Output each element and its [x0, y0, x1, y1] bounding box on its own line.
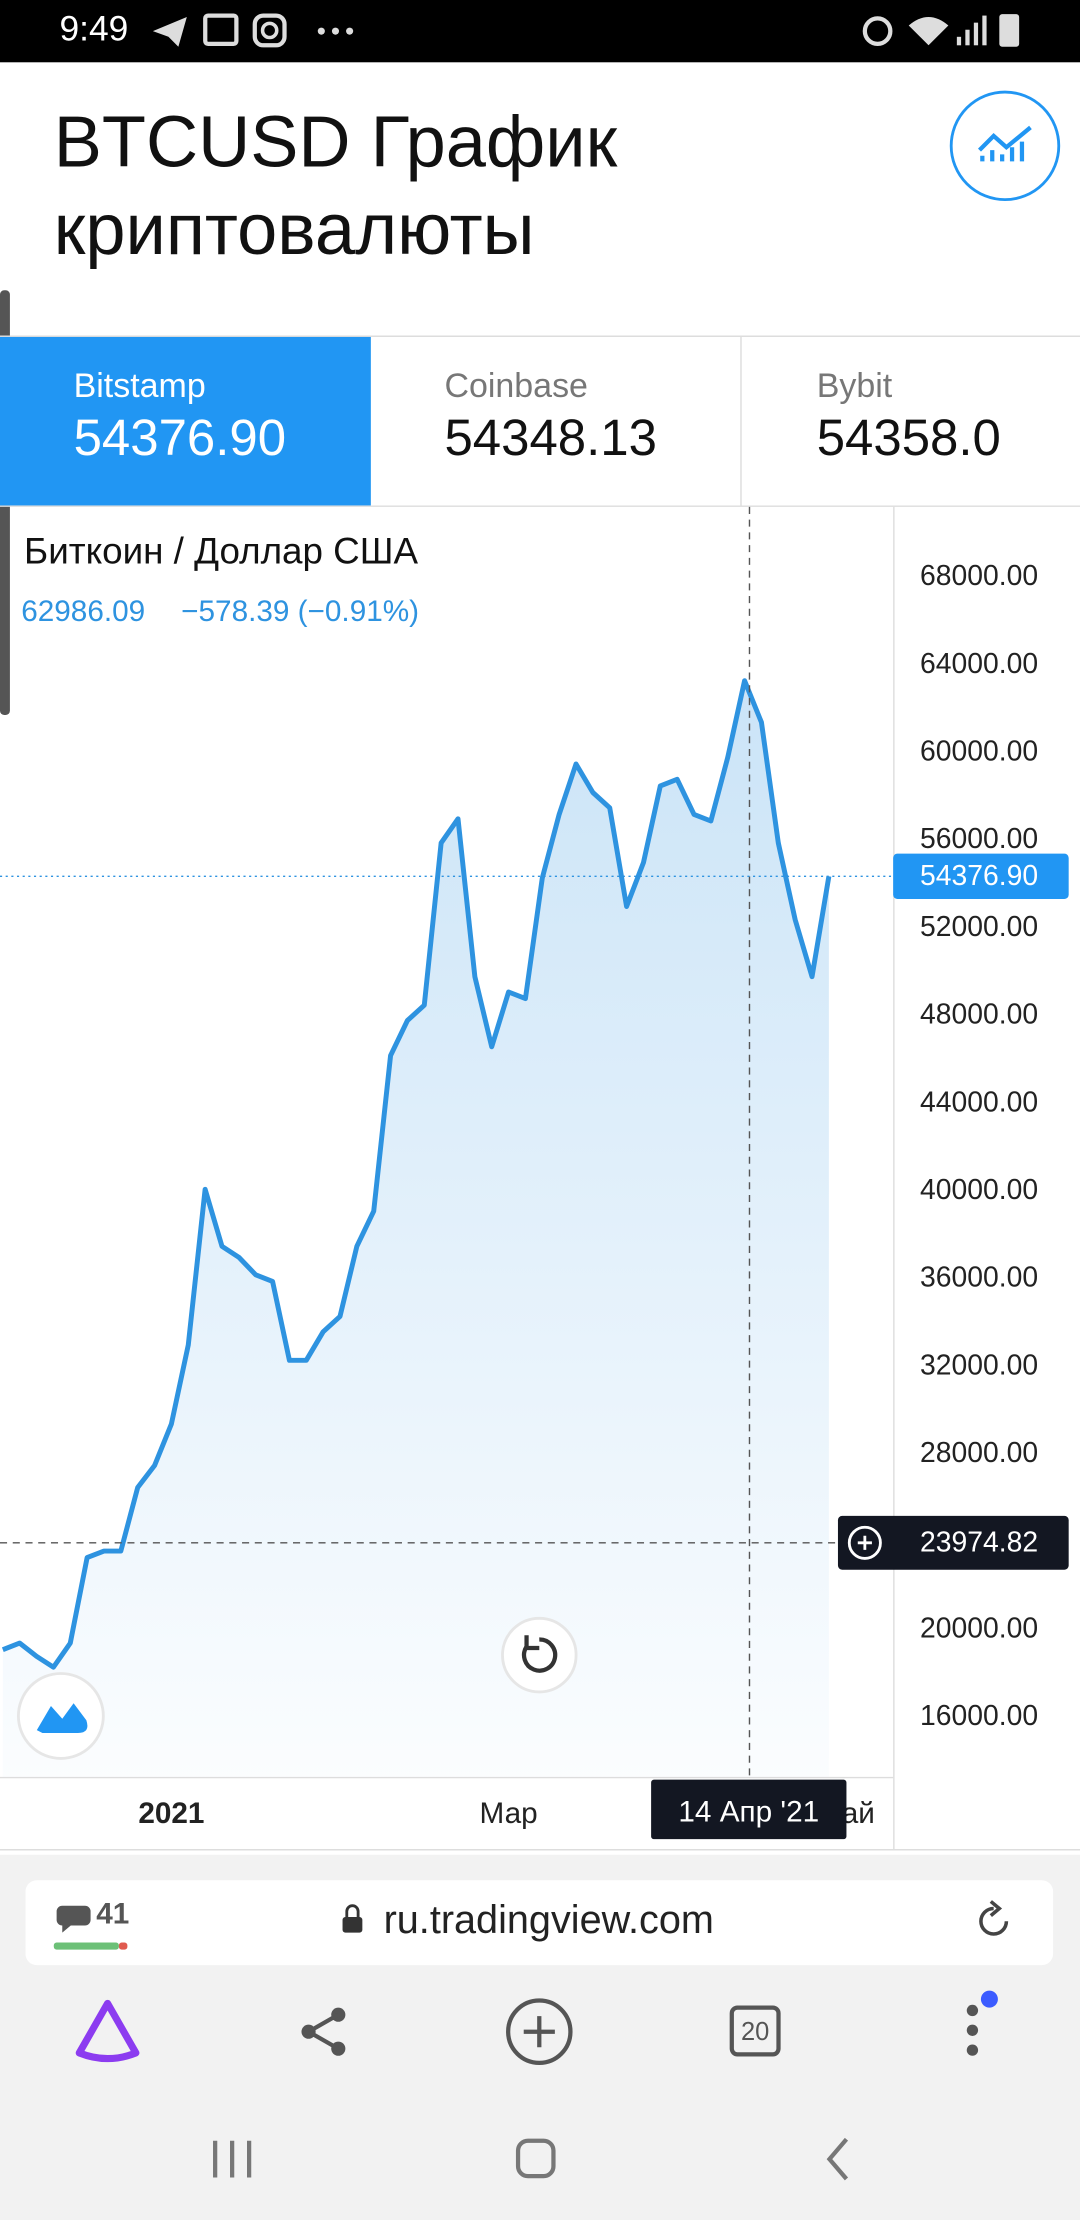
home-button[interactable]: [515, 2138, 556, 2179]
chart-button[interactable]: [949, 90, 1061, 202]
share-button[interactable]: [301, 2007, 346, 2056]
alice-button[interactable]: [75, 1999, 140, 2063]
last-price-badge: [893, 853, 1069, 899]
reset-button[interactable]: [501, 1616, 578, 1694]
y-tick-label: 36000.00: [920, 1261, 1038, 1293]
comments-button[interactable]: 41: [53, 1897, 130, 1950]
recents-button[interactable]: [213, 2140, 252, 2178]
lock-icon: [345, 1904, 360, 1918]
exchange-price: 54358.0: [817, 409, 1001, 466]
crosshair-date-label: 14 Апр '21: [678, 1796, 819, 1829]
exchange-price: 54348.13: [444, 409, 657, 466]
crosshair-date-badge: [651, 1779, 847, 1840]
y-tick-label: 52000.00: [920, 910, 1038, 942]
system-nav: [213, 2137, 849, 2181]
menu-button[interactable]: [966, 1990, 998, 2056]
alert-icon: [847, 1525, 882, 1560]
exchange-tab[interactable]: Bitstamp 54376.90: [0, 336, 371, 506]
y-tick-label: 56000.00: [920, 822, 1038, 854]
x-tick-label: Мар: [480, 1797, 538, 1830]
tab-count: 20: [741, 2018, 769, 2046]
y-tick-label: 28000.00: [920, 1436, 1038, 1468]
status-icons: [152, 13, 1020, 48]
new-tab-button[interactable]: [506, 1998, 573, 2065]
reload-button[interactable]: [979, 1900, 1009, 1936]
crosshair-badge: [837, 1515, 1069, 1570]
url[interactable]: ru.tradingview.com: [384, 1898, 714, 1942]
y-tick-label: 64000.00: [920, 647, 1038, 679]
comments-count: 41: [96, 1897, 129, 1930]
y-tick-label: 16000.00: [920, 1699, 1038, 1731]
exchange-name: Bitstamp: [74, 367, 206, 405]
address-bar[interactable]: [25, 1880, 1054, 1966]
chart-title: Биткоин / Доллар США: [24, 530, 418, 571]
exchange-tab[interactable]: Bybit 54358.0: [817, 367, 1001, 466]
plot-area: [1, 678, 832, 1777]
exchange-name: Bybit: [817, 367, 893, 405]
tabs-button[interactable]: 20: [729, 2005, 781, 2057]
crosshair-price-label: 23974.82: [920, 1526, 1038, 1558]
clock: 9:49: [59, 9, 128, 48]
exchange-tab[interactable]: Coinbase 54348.13: [444, 367, 657, 466]
y-tick-label: 20000.00: [920, 1611, 1038, 1643]
lock-icon: [342, 1917, 363, 1933]
y-tick-label: 44000.00: [920, 1085, 1038, 1117]
y-tick-label: 60000.00: [920, 735, 1038, 767]
exchange-name: Coinbase: [444, 367, 588, 405]
page-title: криптовалюты: [54, 190, 535, 270]
tradingview-logo[interactable]: [16, 1672, 105, 1760]
y-tick-label: 68000.00: [920, 559, 1038, 591]
legend-price: 62986.09: [21, 595, 145, 628]
alert-icon: [857, 1535, 872, 1550]
y-tick-label: 48000.00: [920, 998, 1038, 1030]
price-line: [1, 678, 832, 1670]
x-tick-label: 2021: [138, 1797, 204, 1830]
page-title: BTCUSD График: [54, 102, 618, 182]
y-tick-label: 32000.00: [920, 1348, 1038, 1380]
last-price-label: 54376.90: [920, 859, 1038, 891]
price-area: [2, 680, 829, 1777]
legend-change: −578.39 (−0.91%): [181, 595, 419, 628]
back-button[interactable]: [826, 2137, 849, 2181]
chart: [1, 678, 832, 1777]
y-tick-label: 40000.00: [920, 1173, 1038, 1205]
exchange-price: 54376.90: [74, 409, 287, 466]
